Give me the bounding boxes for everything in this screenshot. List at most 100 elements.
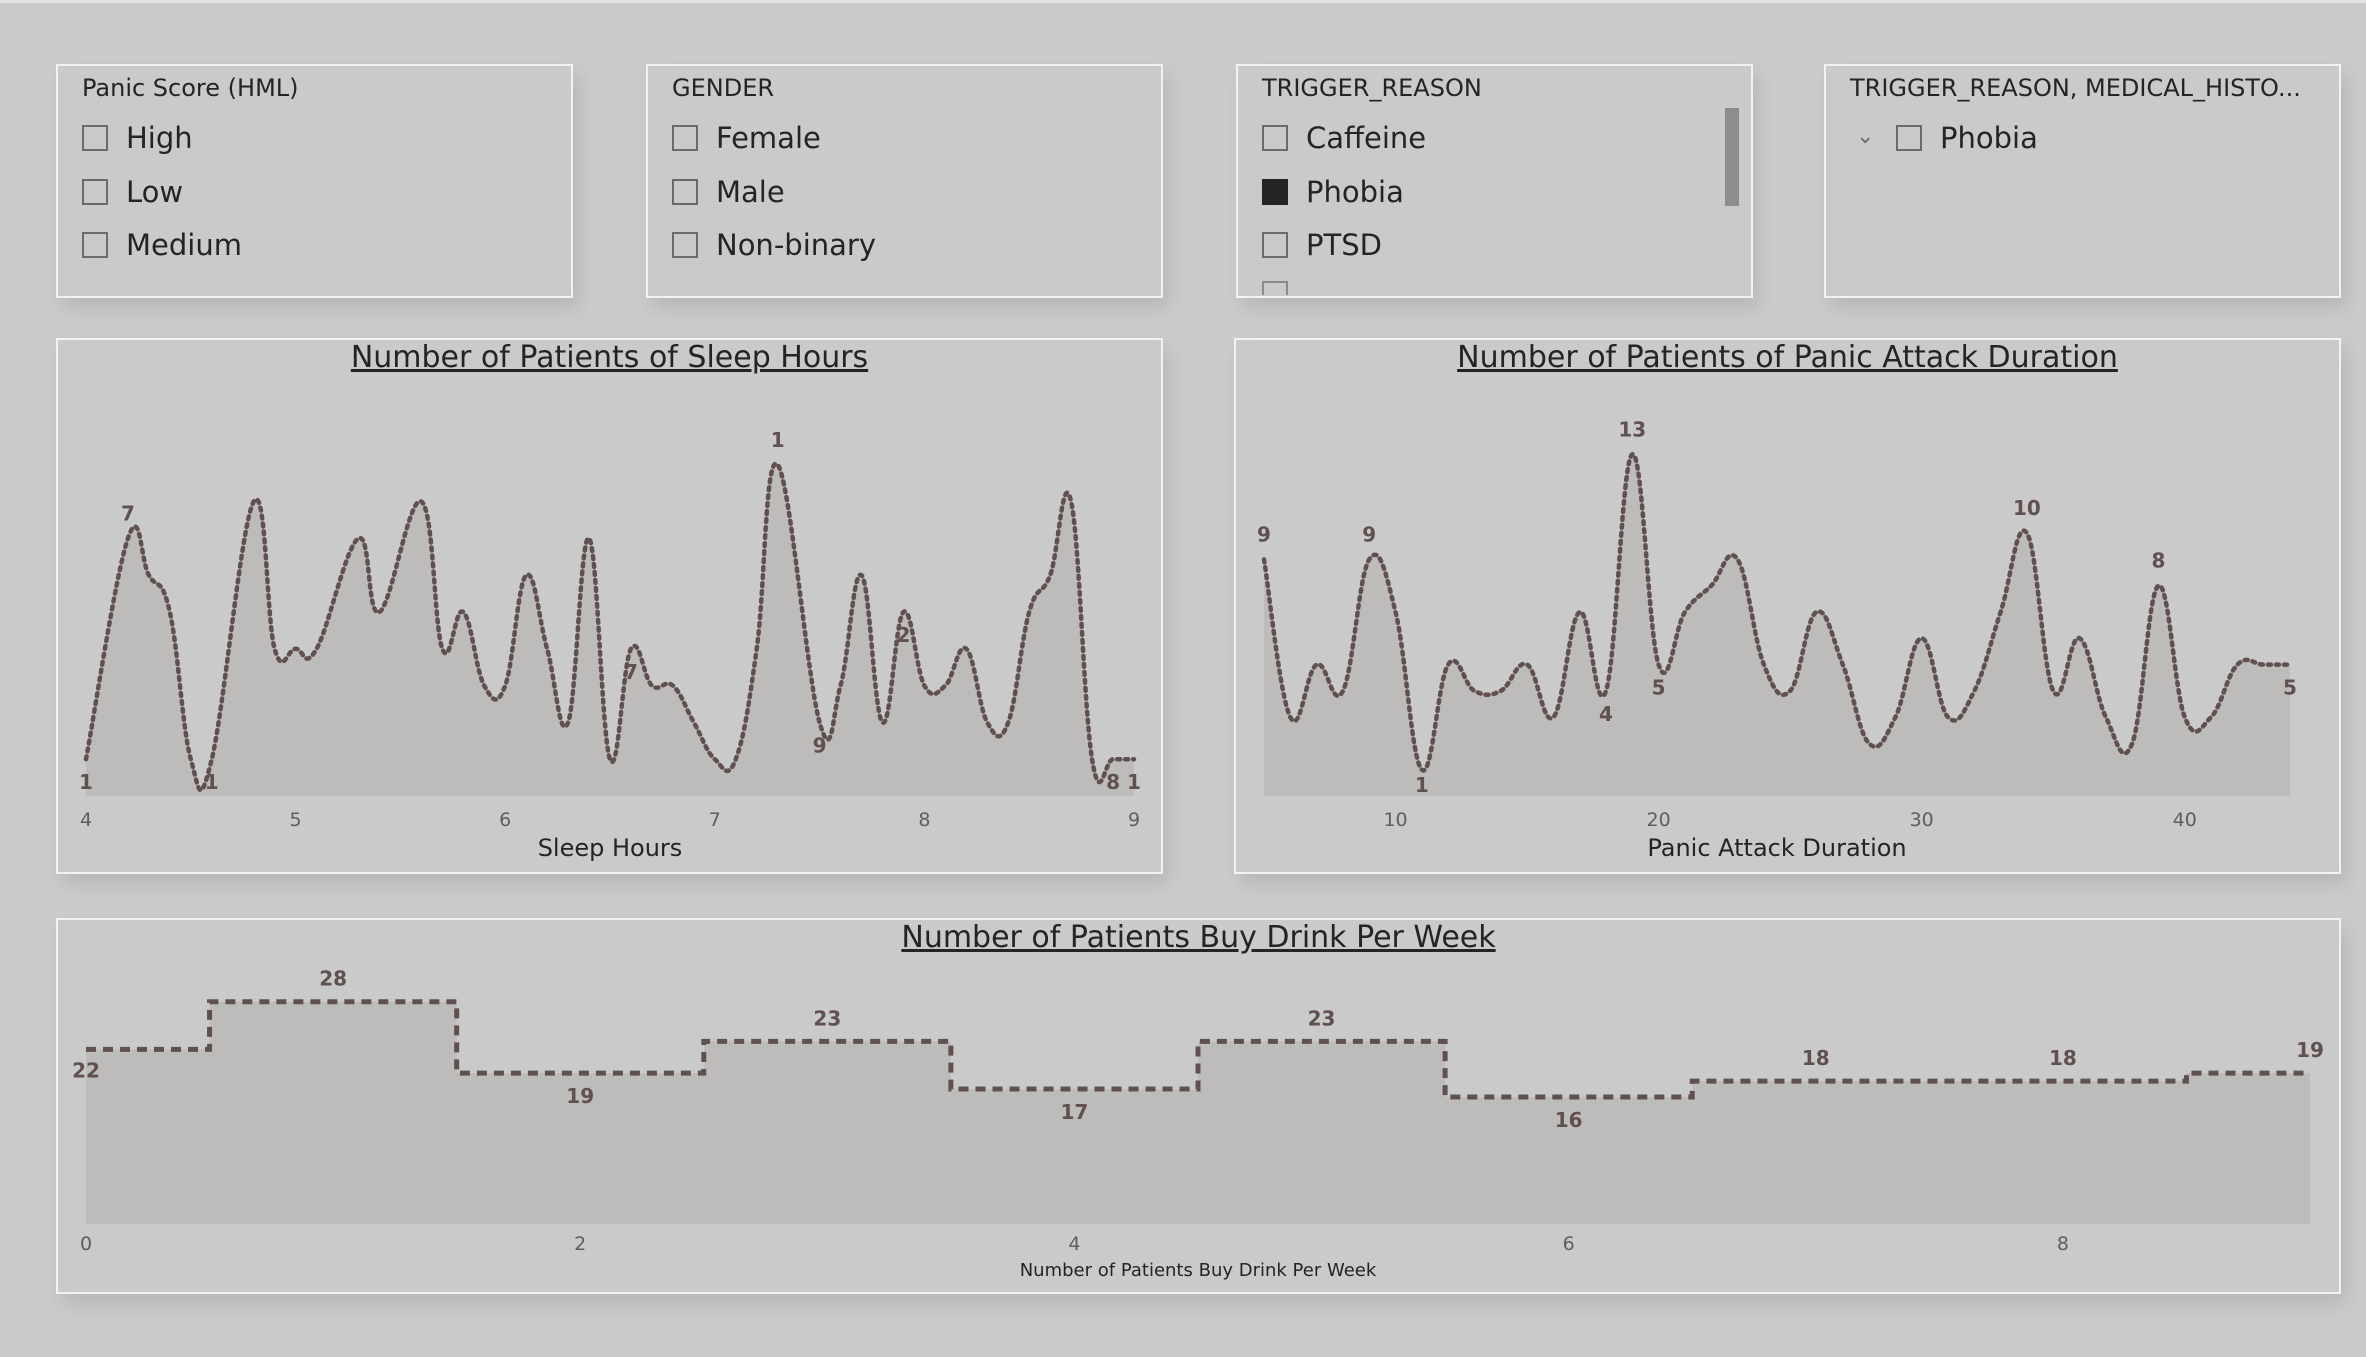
data-label: 9 bbox=[1257, 522, 1271, 546]
option-label: Male bbox=[716, 175, 785, 209]
series-line bbox=[86, 999, 2310, 1100]
x-axis-title: Sleep Hours bbox=[538, 834, 683, 862]
x-tick-label: 20 bbox=[1647, 809, 1671, 831]
area-fill bbox=[86, 1001, 2310, 1224]
checkbox[interactable] bbox=[672, 179, 698, 205]
slicer-option-non-binary[interactable]: Non-binary bbox=[672, 227, 876, 263]
x-tick-label: 10 bbox=[1383, 809, 1407, 831]
data-label: 8 bbox=[1106, 770, 1120, 794]
chart-title: Number of Patients of Panic Attack Durat… bbox=[1457, 340, 2118, 375]
slicer-title: TRIGGER_REASON bbox=[1262, 74, 1482, 102]
data-label: 9 bbox=[813, 733, 827, 757]
x-tick-label: 6 bbox=[499, 809, 511, 831]
x-tick-label: 2 bbox=[574, 1233, 586, 1255]
x-tick-label: 5 bbox=[290, 809, 302, 831]
slicer-trigger-medical-history: TRIGGER_REASON, MEDICAL_HISTO... ⌄ Phobi… bbox=[1824, 64, 2341, 298]
slicer-option-low[interactable]: Low bbox=[82, 174, 183, 210]
option-label: Low bbox=[126, 175, 184, 209]
data-label: 7 bbox=[624, 660, 638, 684]
data-label: 18 bbox=[1802, 1046, 1830, 1070]
data-label: 7 bbox=[121, 501, 135, 525]
data-label: 4 bbox=[1599, 702, 1613, 726]
top-border bbox=[0, 0, 2366, 3]
data-label: 1 bbox=[1415, 773, 1429, 797]
x-axis-title: Panic Attack Duration bbox=[1647, 834, 1906, 862]
data-label: 1 bbox=[205, 770, 219, 794]
checkbox[interactable] bbox=[1262, 125, 1288, 151]
slicer-option-phobia[interactable]: Phobia bbox=[1262, 174, 1404, 210]
slicer-option-caffeine[interactable]: Caffeine bbox=[1262, 120, 1426, 156]
x-tick-label: 7 bbox=[709, 809, 721, 831]
drink-per-week-chart: 0 2 4 6 8 Number of Patients Buy Drink Per We… bbox=[72, 967, 2324, 1281]
data-label: 2 bbox=[896, 623, 910, 647]
chart-panic-duration: Number of Patients of Panic Attack Durat… bbox=[1234, 338, 2341, 874]
area-fill bbox=[86, 463, 1134, 796]
data-label: 1 bbox=[1127, 770, 1141, 794]
data-label: 1 bbox=[79, 770, 93, 794]
x-tick-label: 8 bbox=[918, 809, 930, 831]
option-label: High bbox=[126, 121, 193, 155]
data-label: 28 bbox=[319, 967, 347, 991]
checkbox[interactable] bbox=[672, 232, 698, 258]
slicer-option-female[interactable]: Female bbox=[672, 120, 821, 156]
option-label: Phobia bbox=[1306, 175, 1404, 209]
checkbox[interactable] bbox=[82, 179, 108, 205]
scrollbar-thumb[interactable] bbox=[1725, 108, 1739, 206]
slicer-option-high[interactable]: High bbox=[82, 120, 193, 156]
slicer-trigger-reason: TRIGGER_REASON Caffeine Phobia PTSD bbox=[1236, 64, 1753, 298]
data-label: 22 bbox=[72, 1058, 100, 1082]
chart-title: Number of Patients Buy Drink Per Week bbox=[901, 920, 1496, 955]
slicer-gender: GENDER Female Male Non-binary bbox=[646, 64, 1163, 298]
option-label: Medium bbox=[126, 228, 242, 262]
data-label: 9 bbox=[1362, 522, 1376, 546]
x-tick-label: 40 bbox=[2173, 809, 2197, 831]
checkbox[interactable] bbox=[82, 232, 108, 258]
slicer-option-phobia[interactable]: Phobia bbox=[1896, 120, 2038, 156]
slicer-option-medium[interactable]: Medium bbox=[82, 227, 242, 263]
data-label: 10 bbox=[2013, 496, 2041, 520]
data-label: 1 bbox=[771, 428, 785, 452]
x-tick-label: 8 bbox=[2057, 1233, 2069, 1255]
x-tick-label: 30 bbox=[1910, 809, 1934, 831]
slicer-title: Panic Score (HML) bbox=[82, 74, 299, 102]
option-label: Female bbox=[716, 121, 821, 155]
x-axis-title: Number of Patients Buy Drink Per Week bbox=[1020, 1260, 1377, 1281]
checkbox[interactable] bbox=[1262, 232, 1288, 258]
data-label: 19 bbox=[566, 1084, 594, 1108]
option-label: Non-binary bbox=[716, 228, 876, 262]
slicer-panic-score: Panic Score (HML) High Low Medium bbox=[56, 64, 573, 298]
x-tick-label: 6 bbox=[1563, 1233, 1575, 1255]
series-line bbox=[1261, 452, 2293, 773]
slicer-option-male[interactable]: Male bbox=[672, 174, 785, 210]
checkbox[interactable] bbox=[672, 125, 698, 151]
checkbox-checked[interactable] bbox=[1262, 179, 1288, 205]
checkbox[interactable] bbox=[82, 125, 108, 151]
x-tick-label: 0 bbox=[80, 1233, 92, 1255]
data-label: 18 bbox=[2049, 1046, 2077, 1070]
x-tick-label: 4 bbox=[80, 809, 92, 831]
clipped-checkbox bbox=[1262, 281, 1288, 295]
x-tick-label: 9 bbox=[1128, 809, 1140, 831]
area-fill bbox=[1264, 454, 2290, 796]
slicer-title: TRIGGER_REASON, MEDICAL_HISTO... bbox=[1850, 74, 2301, 102]
data-label: 23 bbox=[1308, 1006, 1336, 1030]
panic-duration-chart: 10 20 30 40 Panic Attack Duration 9 9 1 4 13 5 10 8 5 bbox=[1257, 417, 2297, 862]
slicer-option-ptsd[interactable]: PTSD bbox=[1262, 227, 1382, 263]
data-label: 8 bbox=[2152, 549, 2166, 573]
chart-drink-per-week: Number of Patients Buy Drink Per Week 0 2… bbox=[56, 918, 2341, 1294]
data-label: 5 bbox=[1652, 676, 1666, 700]
slicer-title: GENDER bbox=[672, 74, 775, 102]
data-label: 19 bbox=[2296, 1038, 2324, 1062]
series-line bbox=[83, 461, 1137, 793]
chevron-down-icon[interactable]: ⌄ bbox=[1856, 124, 1875, 149]
data-label: 23 bbox=[813, 1006, 841, 1030]
data-label: 17 bbox=[1061, 1100, 1089, 1124]
checkbox[interactable] bbox=[1896, 125, 1922, 151]
option-label: Caffeine bbox=[1306, 121, 1427, 155]
data-label: 13 bbox=[1618, 417, 1646, 441]
x-tick-label: 4 bbox=[1068, 1233, 1080, 1255]
option-label: Phobia bbox=[1940, 121, 2038, 155]
chart-title: Number of Patients of Sleep Hours bbox=[350, 340, 869, 375]
